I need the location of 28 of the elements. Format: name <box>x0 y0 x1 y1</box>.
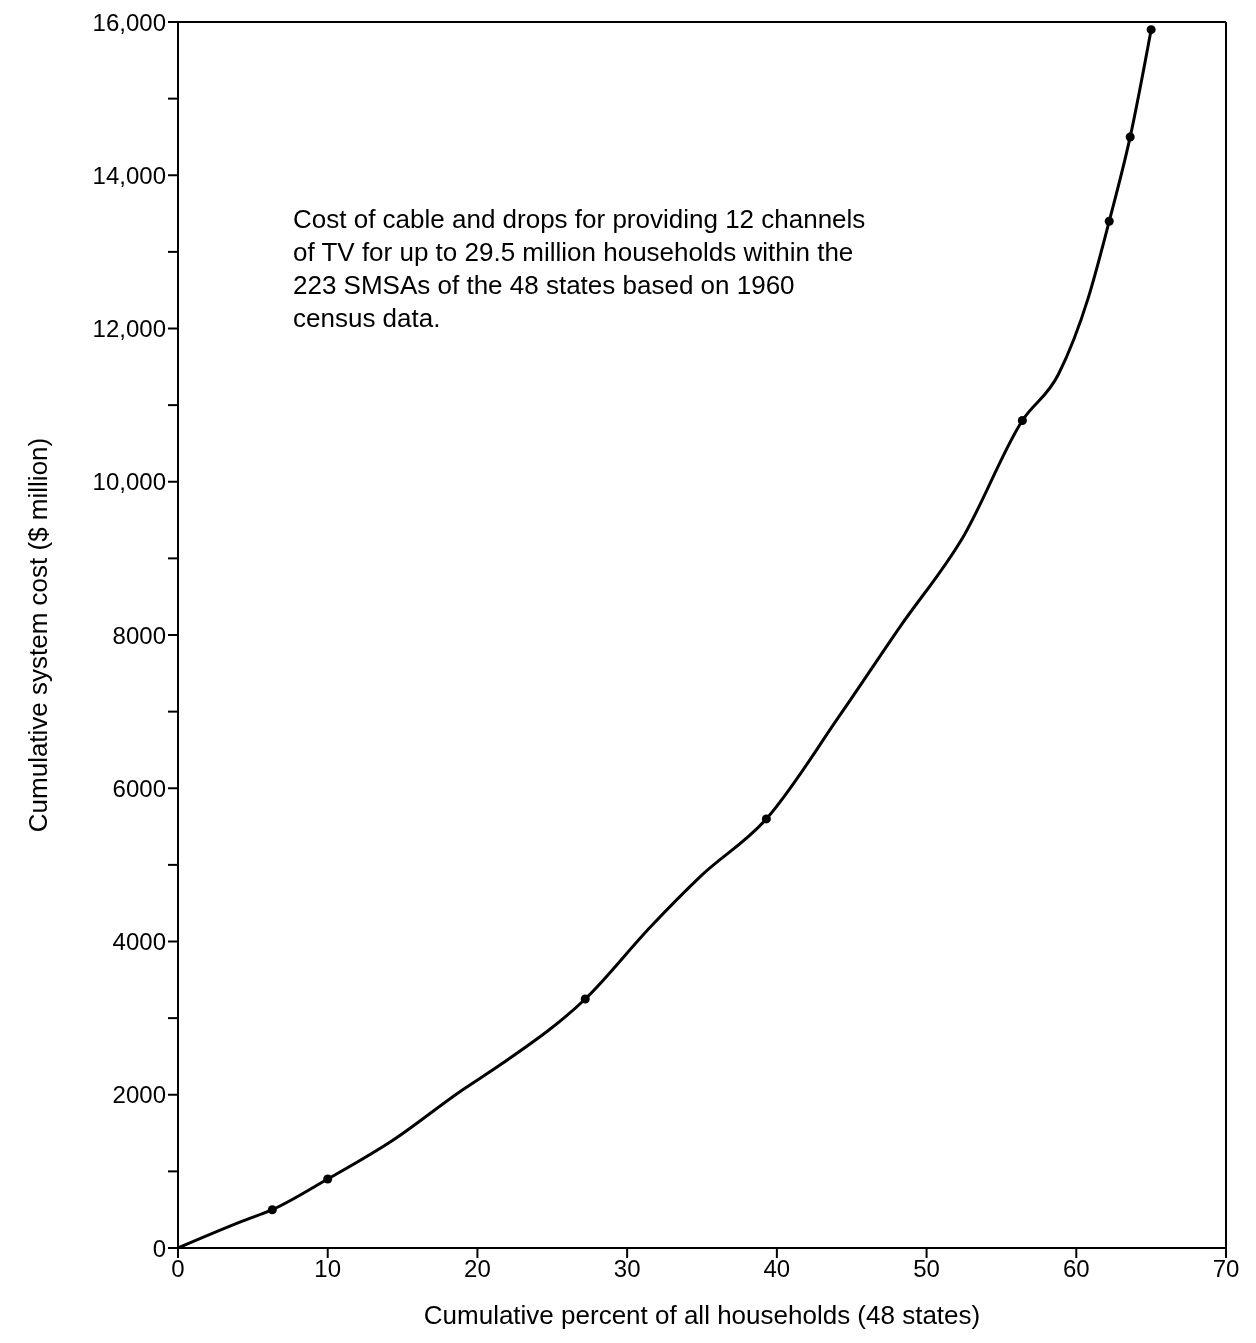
y-tick-label: 4000 <box>112 928 166 956</box>
point <box>267 1205 277 1215</box>
x-tick-label: 70 <box>1212 1255 1240 1283</box>
y-tick-label: 0 <box>152 1234 166 1262</box>
y-tick-label: 2000 <box>112 1081 166 1109</box>
point <box>1125 132 1135 142</box>
x-tick-label: 40 <box>763 1255 791 1283</box>
y-tick-label: 12,000 <box>92 315 166 343</box>
x-tick-label: 0 <box>171 1255 185 1283</box>
point <box>323 1174 333 1184</box>
y-tick-label: 14,000 <box>92 161 166 189</box>
point <box>1017 415 1027 425</box>
x-tick-label: 30 <box>613 1255 641 1283</box>
point <box>1104 216 1114 226</box>
annotation: Cost of cable and drops for providing 12 channels of TV for up to 29.5 million households within the 223 SMSAs of the 48 states based on 1960 census data. <box>293 203 867 335</box>
y-tick-label: 6000 <box>112 774 166 802</box>
x-tick-label: 10 <box>314 1255 342 1283</box>
point <box>1146 25 1156 35</box>
y-tick-label: 8000 <box>112 621 166 649</box>
point <box>580 994 590 1004</box>
y-tick-label: 10,000 <box>92 468 166 496</box>
x-axis-title: Cumulative percent of all households (48 states) <box>423 1300 981 1330</box>
point <box>761 814 771 824</box>
y-tick-label: 16,000 <box>92 8 166 36</box>
x-tick-label: 60 <box>1062 1255 1090 1283</box>
x-tick-label: 50 <box>913 1255 940 1283</box>
x-tick-label: 20 <box>464 1255 491 1283</box>
y-axis-title: Cumulative system cost ($ million) <box>23 437 54 833</box>
